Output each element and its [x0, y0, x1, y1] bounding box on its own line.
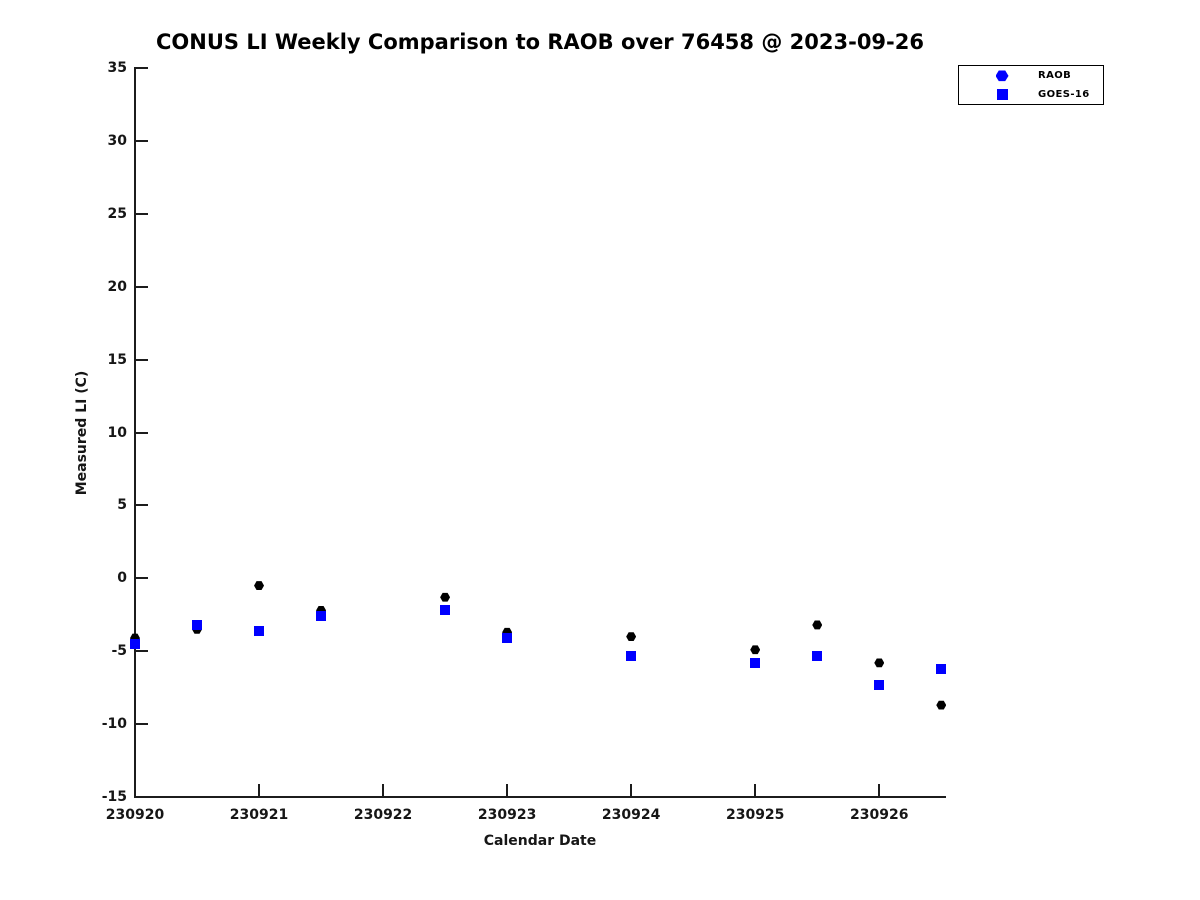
y-tick-label: 35	[107, 60, 127, 76]
raob-marker	[750, 645, 761, 655]
x-tick-label: 230924	[601, 807, 661, 823]
x-tick	[258, 784, 261, 797]
y-tick-label: 15	[107, 351, 127, 368]
y-tick	[135, 796, 148, 798]
y-tick	[135, 358, 148, 361]
y-tick	[135, 650, 148, 653]
goes16-marker	[316, 611, 327, 622]
goes16-marker	[750, 657, 761, 668]
goes16-marker	[254, 625, 265, 636]
raob-hexagon-icon	[995, 70, 1009, 82]
x-axis-label: Calendar Date	[483, 833, 597, 849]
y-tick	[135, 212, 148, 215]
y-tick	[135, 723, 148, 726]
raob-marker	[130, 633, 140, 643]
chart-title: CONUS LI Weekly Comparison to RAOB over …	[156, 30, 924, 54]
x-tick	[506, 784, 509, 797]
legend-entry-goes16: GOES-16	[959, 86, 1103, 103]
raob-marker	[936, 700, 947, 710]
legend: RAOB GOES-16	[958, 65, 1104, 105]
goes16-marker	[874, 679, 885, 690]
raob-marker	[440, 592, 451, 602]
goes16-marker	[936, 663, 947, 674]
y-tick	[135, 504, 148, 507]
y-tick-label: 25	[107, 205, 127, 222]
raob-marker	[874, 658, 885, 668]
goes16-marker	[626, 650, 637, 661]
y-tick-label: -5	[111, 643, 127, 660]
legend-label-raob: RAOB	[1038, 70, 1072, 82]
y-tick-label: 10	[107, 424, 127, 441]
y-tick	[135, 285, 148, 288]
raob-marker	[812, 620, 823, 630]
x-tick-label: 230922	[353, 807, 413, 823]
y-tick-label: 30	[107, 132, 127, 149]
y-tick-label: -15	[101, 789, 127, 805]
goes16-marker	[812, 650, 823, 661]
x-tick	[754, 784, 757, 797]
y-tick	[135, 139, 148, 142]
goes16-square-icon	[996, 88, 1008, 100]
y-tick	[135, 431, 148, 434]
x-tick-label: 230923	[477, 807, 537, 823]
legend-entry-raob: RAOB	[959, 67, 1103, 84]
y-tick-label: -10	[101, 716, 127, 733]
x-tick-label: 230921	[229, 807, 289, 823]
x-tick	[382, 784, 385, 797]
x-tick	[878, 784, 881, 797]
x-tick-label: 230926	[850, 807, 909, 823]
y-tick-label: 0	[117, 570, 127, 587]
x-tick	[134, 784, 136, 797]
raob-marker	[254, 581, 265, 590]
raob-marker	[502, 627, 513, 637]
legend-label-goes16: GOES-16	[1038, 88, 1090, 100]
y-tick-label: 5	[117, 497, 127, 514]
y-axis-label: Measured LI (C)	[74, 370, 90, 496]
x-tick-label: 230925	[725, 807, 785, 823]
x-tick-label: 230920	[105, 807, 165, 823]
y-tick-label: 20	[107, 278, 127, 295]
goes16-marker	[130, 638, 140, 649]
raob-marker	[626, 632, 637, 642]
raob-marker	[316, 605, 327, 615]
x-axis-spine	[134, 796, 946, 798]
goes16-marker	[502, 633, 513, 644]
goes16-marker	[440, 605, 451, 616]
goes16-marker	[192, 619, 203, 630]
x-tick	[630, 784, 633, 797]
y-tick	[135, 577, 148, 580]
y-tick	[135, 67, 148, 69]
